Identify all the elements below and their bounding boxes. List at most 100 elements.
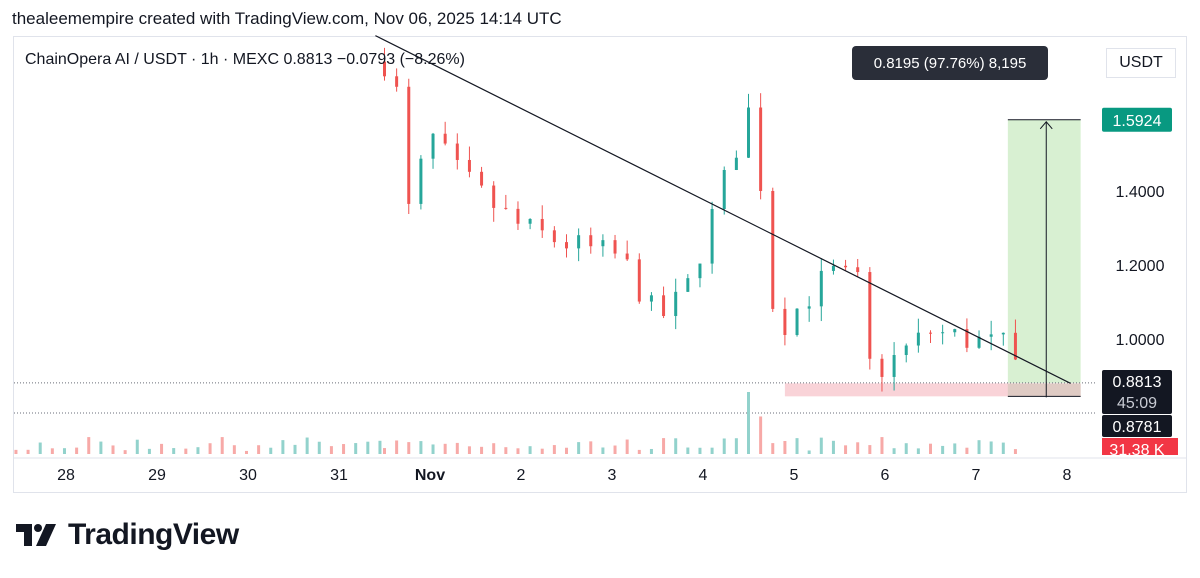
x-tick-label: 29 (148, 467, 166, 484)
volume-bar (540, 448, 544, 454)
candle-body (856, 267, 860, 273)
volume-bar (75, 447, 79, 454)
candle-body (419, 158, 423, 204)
x-tick-label: 8 (1063, 467, 1072, 484)
volume-bar (819, 437, 823, 454)
x-tick-label: 2 (517, 467, 526, 484)
candle-body (577, 235, 581, 249)
candles (14, 47, 1017, 454)
volume-bar (722, 438, 726, 454)
tradingview-logo-icon (16, 524, 56, 546)
volume-bar (783, 441, 787, 454)
tradingview-wordmark: TradingView (68, 518, 239, 551)
volume-bar (443, 443, 447, 454)
volume-bar (552, 445, 556, 454)
tradingview-logo[interactable]: TradingView (16, 518, 239, 552)
candle-body (904, 345, 908, 356)
volume-bar (87, 437, 91, 454)
candle-body (1001, 332, 1005, 335)
y-tick-label: 1.0000 (1116, 332, 1165, 349)
chart-panel[interactable] (13, 36, 1187, 493)
volume-bar (625, 439, 629, 454)
volume-bar (856, 442, 860, 454)
last-price-badge: 0.8813 (1113, 374, 1162, 391)
candle-body (989, 334, 993, 337)
volume-bar (160, 443, 164, 454)
x-tick-label: 3 (608, 467, 617, 484)
volume-bar (281, 440, 285, 454)
candle-body (1013, 332, 1017, 360)
candle-body (480, 171, 484, 186)
volume-bar (232, 445, 236, 454)
volume-bar (431, 444, 435, 454)
volume-bar (1013, 449, 1017, 454)
target-price-badge: 1.5924 (1113, 113, 1162, 130)
target-zone (1007, 119, 1081, 383)
volume-bar (38, 442, 42, 454)
candle-body (710, 209, 714, 264)
chart-header: thealeemempire created with TradingView.… (12, 9, 562, 28)
volume-bar (831, 440, 835, 454)
measure-label: 0.8195 (97.76%) 8,195 (874, 55, 1027, 72)
candle-body (892, 355, 896, 377)
volume-bar (208, 443, 212, 454)
volume-bar (807, 450, 811, 454)
candle-body (455, 143, 459, 160)
target-badge-bg (1102, 107, 1172, 132)
volume-bar (172, 448, 176, 454)
volume-bar (184, 448, 188, 454)
volume-bar (674, 438, 678, 454)
volume-bar (989, 441, 993, 454)
volume-bar (111, 445, 115, 454)
candle-body (431, 133, 435, 159)
volume-bar (62, 448, 66, 454)
currency-button[interactable]: USDT (1106, 48, 1176, 78)
candle-body (601, 240, 605, 247)
volume-bar (844, 445, 848, 454)
volume-bar (467, 446, 471, 454)
volume-bar (698, 447, 702, 454)
volume-bar (366, 441, 370, 454)
candle-body (916, 332, 920, 346)
volume-bar (577, 442, 581, 454)
candle-body (783, 308, 787, 335)
volume-bar (637, 449, 641, 454)
volume-bar (916, 448, 920, 454)
candle-body (662, 295, 666, 317)
volume-bar (589, 441, 593, 454)
y-tick-label: 1.4000 (1116, 184, 1165, 201)
volume-bar (880, 437, 884, 454)
volume-bar (528, 446, 532, 454)
volume-bar (50, 448, 54, 454)
volume-bar (269, 447, 273, 454)
volume-bar (293, 444, 297, 454)
candle-body (941, 332, 945, 334)
volume-bar (1001, 442, 1005, 454)
candle-body (807, 306, 811, 309)
x-tick-label: 31 (330, 467, 348, 484)
candle-body (492, 185, 496, 208)
volume-bar (710, 447, 714, 454)
candle-body (674, 291, 678, 317)
candle-body (443, 133, 447, 144)
volume-bar (759, 416, 763, 454)
x-tick-label: 4 (699, 467, 708, 484)
symbol-legend: ChainOpera AI / USDT · 1h · MEXC 0.8813 … (25, 51, 465, 68)
volume-bar (771, 443, 775, 454)
x-tick-label: Nov (415, 467, 445, 484)
candle-body (625, 253, 629, 260)
countdown-badge: 45:09 (1117, 395, 1157, 412)
volume-bar (14, 449, 18, 454)
candle-body (407, 86, 411, 204)
candle-body (613, 240, 617, 254)
volume-bar (686, 447, 690, 454)
candle-body (844, 265, 848, 268)
volume-bar (220, 437, 224, 454)
volume-bar (329, 446, 333, 454)
volume-badge-bg (1102, 438, 1178, 455)
volume-bar (378, 440, 382, 454)
candle-body (722, 169, 726, 210)
candle-body (516, 208, 520, 224)
volume-bar (613, 445, 617, 454)
